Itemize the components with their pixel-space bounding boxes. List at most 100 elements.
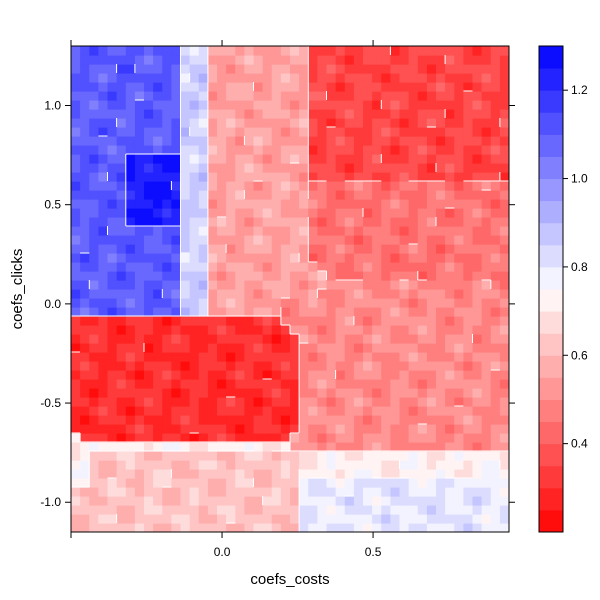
heatmap-cell [226,388,236,398]
heatmap-cell [89,325,99,335]
heatmap-cell [80,82,90,92]
heatmap-cell [180,415,191,425]
heatmap-cell [253,316,264,326]
heatmap-cell [134,379,145,389]
heatmap-cell [98,496,109,506]
heatmap-cell [390,442,401,452]
heatmap-cell [499,73,509,83]
heatmap-cell [71,388,81,398]
heatmap-cell [134,190,145,200]
heatmap-cell [253,388,264,398]
heatmap-cell [481,361,492,371]
heatmap-cell [235,460,245,470]
heatmap-cell [189,208,200,218]
heatmap-cell [290,163,300,173]
heatmap-cell [107,190,118,200]
heatmap-cell [454,199,464,209]
heatmap-cell [299,442,309,452]
heatmap-cell [317,100,328,110]
heatmap-cell [253,190,264,200]
heatmap-cell [344,235,355,245]
heatmap-cell [426,64,437,74]
heatmap-cell [262,478,273,488]
heatmap-cell [335,370,346,380]
heatmap-cell [125,244,136,254]
heatmap-cell [280,163,291,173]
heatmap-cell [89,226,99,236]
heatmap-cell [226,352,236,362]
heatmap-cell [71,469,81,479]
heatmap-cell [162,415,172,425]
heatmap-cell [299,370,309,380]
heatmap-cell [189,514,200,524]
heatmap-cell [481,235,492,245]
heatmap-cell [80,469,90,479]
heatmap-cell [299,217,309,227]
heatmap-cell [472,307,483,317]
heatmap-cell [217,262,227,272]
heatmap-cell [463,109,474,119]
heatmap-cell [198,325,209,335]
heatmap-cell [162,370,172,380]
heatmap-cell [189,226,200,236]
heatmap-cell [271,181,282,191]
heatmap-cell [299,208,309,218]
heatmap-cell [363,181,373,191]
heatmap-cell [144,352,154,362]
heatmap-cell [134,64,145,74]
heatmap-cell [436,82,446,92]
heatmap-cell [472,379,483,389]
heatmap-cell [381,55,391,65]
heatmap-cell [89,316,99,326]
heatmap-cell [499,469,509,479]
heatmap-cell [207,451,218,461]
heatmap-cell [408,379,419,389]
heatmap-cell [262,109,273,119]
heatmap-cell [262,91,273,101]
heatmap-cell [299,424,309,434]
heatmap-cell [490,100,501,110]
heatmap-cell [198,406,209,416]
heatmap-cell [299,388,309,398]
heatmap-cell [271,487,282,497]
heatmap-cell [381,163,391,173]
heatmap-cell [244,451,255,461]
heatmap-cell [490,433,501,443]
heatmap-cell [89,523,99,532]
heatmap-cell [262,415,273,425]
heatmap-cell [171,343,182,353]
heatmap-cell [472,334,483,344]
heatmap-cell [226,190,236,200]
heatmap-cell [244,352,255,362]
heatmap-cell [490,55,501,65]
heatmap-cell [244,487,255,497]
heatmap-cell [399,244,410,254]
heatmap-cell [253,478,264,488]
heatmap-cell [417,55,428,65]
heatmap-cell [71,55,81,65]
colorbar-swatch [539,112,563,135]
heatmap-cell [153,91,163,101]
heatmap-cell [80,325,90,335]
heatmap-cell [125,433,136,443]
heatmap-cell [499,523,509,532]
heatmap-cell [107,496,118,506]
heatmap-cell [335,64,346,74]
heatmap-cell [499,370,509,380]
heatmap-cell [162,514,172,524]
heatmap-cell [107,172,118,182]
heatmap-cell [217,127,227,137]
heatmap-cell [463,361,474,371]
heatmap-cell [317,298,328,308]
heatmap-cell [399,487,410,497]
heatmap-cell [463,343,474,353]
heatmap-cell [290,46,300,56]
heatmap-cell [198,460,209,470]
heatmap-cell [171,199,182,209]
heatmap-cell [472,505,483,515]
heatmap-cell [426,469,437,479]
heatmap-cell [262,325,273,335]
heatmap-cell [499,136,509,146]
heatmap-cell [71,64,81,74]
heatmap-cell [71,424,81,434]
